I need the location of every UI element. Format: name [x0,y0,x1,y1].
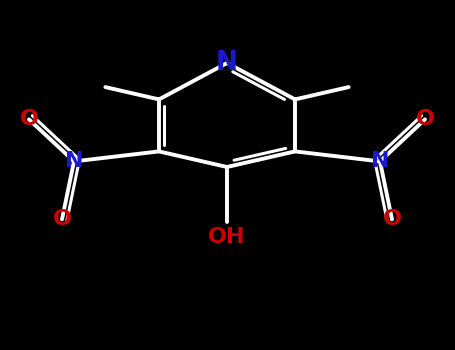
Text: N: N [65,152,83,172]
Text: O: O [415,110,435,130]
Text: N: N [216,50,238,76]
Text: N: N [371,152,389,172]
Text: O: O [383,209,401,229]
Text: OH: OH [208,227,246,247]
Text: O: O [20,110,39,130]
Text: O: O [52,209,71,229]
